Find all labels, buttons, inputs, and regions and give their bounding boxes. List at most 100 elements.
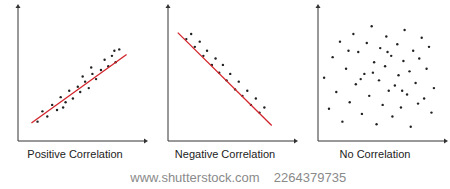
panel (316, 4, 449, 144)
scatter-point (352, 33, 354, 35)
scatter-point (229, 73, 231, 75)
panel-title: No Correlation (340, 148, 411, 160)
scatter-point (214, 57, 216, 59)
scatter-point (51, 104, 53, 106)
scatter-point (95, 78, 97, 80)
scatter-point (379, 47, 381, 49)
trend-line (31, 55, 126, 123)
scatter-point (375, 123, 377, 125)
plot-marks (323, 25, 435, 128)
scatter-point (421, 37, 423, 39)
scatter-point (349, 101, 351, 103)
scatter-point (77, 86, 79, 88)
scatter-point (357, 51, 359, 53)
scatter-point (396, 43, 398, 45)
scatter-point (81, 75, 83, 77)
scatter-point (394, 84, 396, 86)
scatter-point (341, 120, 343, 122)
scatter-point (430, 111, 432, 113)
scatter-point (88, 87, 90, 89)
y-axis (168, 8, 169, 141)
axis-arrow (444, 139, 448, 144)
panel (16, 4, 149, 144)
scatter-point (388, 89, 390, 91)
x-axis (318, 141, 444, 142)
scatter-point (361, 113, 363, 115)
plot-marks (178, 33, 272, 126)
axis-arrow (16, 4, 21, 8)
scatter-point (347, 50, 349, 52)
scatter-point (418, 57, 420, 59)
scatter-point (206, 50, 208, 52)
scatter-point (62, 106, 64, 108)
scatter-point (402, 60, 404, 62)
scatter-point (190, 33, 192, 35)
y-axis (318, 8, 319, 141)
scatter-point (425, 68, 427, 70)
scatter-point (408, 70, 410, 72)
scatter-point (91, 73, 93, 75)
scatter-point (355, 83, 357, 85)
x-axis (18, 141, 144, 142)
scatter-point (363, 73, 365, 75)
axis-arrow (294, 139, 298, 144)
scatter-point (428, 46, 430, 48)
scatter-point (410, 126, 412, 128)
y-axis (18, 8, 19, 141)
scatter-point (406, 93, 408, 95)
chart-canvas: Positive Correlation Negative Correlation… (0, 0, 450, 189)
scatter-point (331, 56, 333, 58)
scatter-point (100, 69, 102, 71)
scatter-point (345, 68, 347, 70)
scatter-point (339, 40, 341, 42)
scatter-point (60, 96, 62, 98)
scatter-point (222, 64, 224, 66)
scatter-point (433, 87, 435, 89)
scatter-point (384, 65, 386, 67)
scatter-point (68, 89, 70, 91)
scatter-point (414, 82, 416, 84)
scatter-point (72, 97, 74, 99)
plot-marks (31, 48, 126, 123)
scatter-point (246, 89, 248, 91)
scatter-point (368, 95, 370, 97)
axis-arrow (166, 4, 171, 8)
scatter-point (391, 115, 393, 117)
panel-title: Positive Correlation (27, 148, 122, 160)
scatter-point (403, 29, 405, 31)
panel-title: Negative Correlation (175, 148, 275, 160)
scatter-point (323, 77, 325, 79)
trend-line (178, 33, 272, 126)
scatter-point (103, 59, 105, 61)
scatter-point (263, 106, 265, 108)
scatter-point (238, 80, 240, 82)
scatter-point (64, 101, 66, 103)
scatter-point (412, 50, 414, 52)
scatter-point (118, 48, 120, 50)
scatter-point (378, 79, 380, 81)
scatter-point (400, 106, 402, 108)
scatter-point (79, 91, 81, 93)
scatter-point (385, 35, 387, 37)
scatter-point (113, 50, 115, 52)
scatter-point (41, 110, 43, 112)
scatter-point (199, 40, 201, 42)
x-axis (168, 141, 294, 142)
scatter-point (111, 55, 113, 57)
axis-arrow (316, 4, 321, 8)
scatter-point (381, 104, 383, 106)
scatter-point (397, 74, 399, 76)
scatter-point (423, 97, 425, 99)
scatter-point (194, 46, 196, 48)
scatter-point (90, 66, 92, 68)
scatter-point (370, 25, 372, 27)
scatter-point (386, 51, 388, 53)
scatter-point (372, 71, 374, 73)
axis-arrow (144, 139, 148, 144)
panel (166, 4, 299, 144)
scatter-point (36, 120, 38, 122)
scatter-point (360, 78, 362, 80)
scatter-point (417, 102, 419, 104)
scatter-point (328, 108, 330, 110)
watermark-id: 2264379735 (274, 170, 346, 185)
